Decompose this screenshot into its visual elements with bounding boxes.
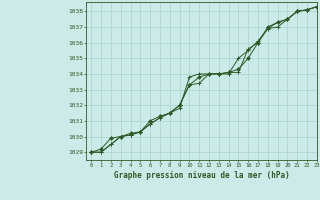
X-axis label: Graphe pression niveau de la mer (hPa): Graphe pression niveau de la mer (hPa)	[114, 171, 290, 180]
